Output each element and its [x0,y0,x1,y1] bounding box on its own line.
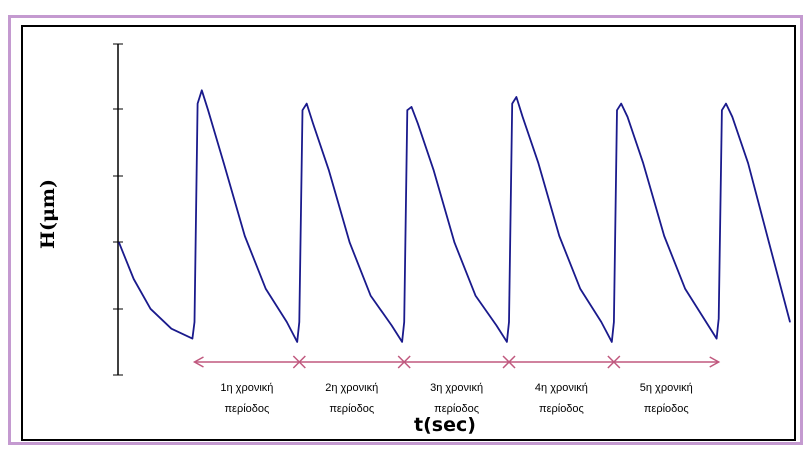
data-point [768,242,770,244]
data-point [391,324,393,326]
data-point [642,162,644,164]
data-point [613,321,615,323]
period-label-line1: 2η χρονική [325,382,378,394]
data-point [537,162,540,164]
data-point [417,122,419,124]
data-point [193,321,196,323]
data-point [244,235,246,237]
period-boundary-marker [502,355,516,369]
data-point [328,169,330,171]
data-point [286,321,288,323]
data-point [118,242,120,244]
data-point [663,235,665,237]
period-label-line1: 4η χρονική [535,382,588,394]
data-point [410,106,413,108]
data-point [515,96,518,98]
data-point [508,321,510,323]
data-point [191,338,193,340]
data-point [149,308,152,310]
data-point [725,103,727,105]
data-point [265,288,267,290]
period-labels: 1η χρονική περίοδος 2η χρονική περίοδος 3η χ… [220,382,692,415]
data-point [626,116,629,118]
period-label-line1: 1η χρονική [220,382,273,394]
data-point [789,321,791,323]
period-label-line1: 5η χρονική [640,382,693,394]
period-label-line2: περίοδος [434,403,479,415]
data-point [620,103,622,105]
data-point [403,321,405,323]
data-point [296,341,298,343]
data-point [611,341,613,343]
data-point [406,109,408,111]
data-point [301,109,304,111]
y-axis-label: Η(μm) [37,179,59,249]
data-point [522,116,524,118]
period-boundary-marker [607,355,621,369]
period-label-line2: περίοδος [539,403,584,415]
series-line [118,89,791,343]
data-point [298,321,300,323]
data-point [170,328,172,330]
series-layer [118,89,791,343]
period-boundary-marker [397,355,411,369]
period-label-line2: περίοδος [644,403,689,415]
chart-frame [21,25,796,441]
period-arrows [192,355,721,369]
data-point [370,295,372,297]
data-point [312,122,314,124]
data-point [558,235,560,237]
arrow-head-left [192,356,204,368]
x-axis-label: t(sec) [414,414,476,436]
data-point [495,324,497,326]
data-point [705,321,707,323]
data-point [721,109,723,111]
period-label-line1: 3η χρονική [430,382,483,394]
data-point [197,103,199,105]
data-point [474,295,477,297]
data-point [600,321,602,323]
axes [113,43,123,376]
period-label-line2: περίοδος [329,403,374,415]
data-point [349,242,351,244]
data-point [506,341,508,343]
data-point [616,109,618,111]
arrow-head-right [709,356,721,368]
period-boundary-marker [292,355,306,369]
data-point [401,341,403,343]
data-point [511,103,513,105]
data-point [223,162,225,164]
data-point [432,169,435,171]
data-point [207,109,209,111]
data-point [133,278,135,280]
data-point [201,89,203,91]
data-point [684,288,686,290]
data-point [453,242,456,244]
data-point [718,318,720,320]
data-point [747,162,749,164]
data-point [306,103,308,105]
data-point [579,288,581,290]
data-point [716,338,718,340]
period-label-line2: περίοδος [224,403,269,415]
data-point [731,116,733,118]
